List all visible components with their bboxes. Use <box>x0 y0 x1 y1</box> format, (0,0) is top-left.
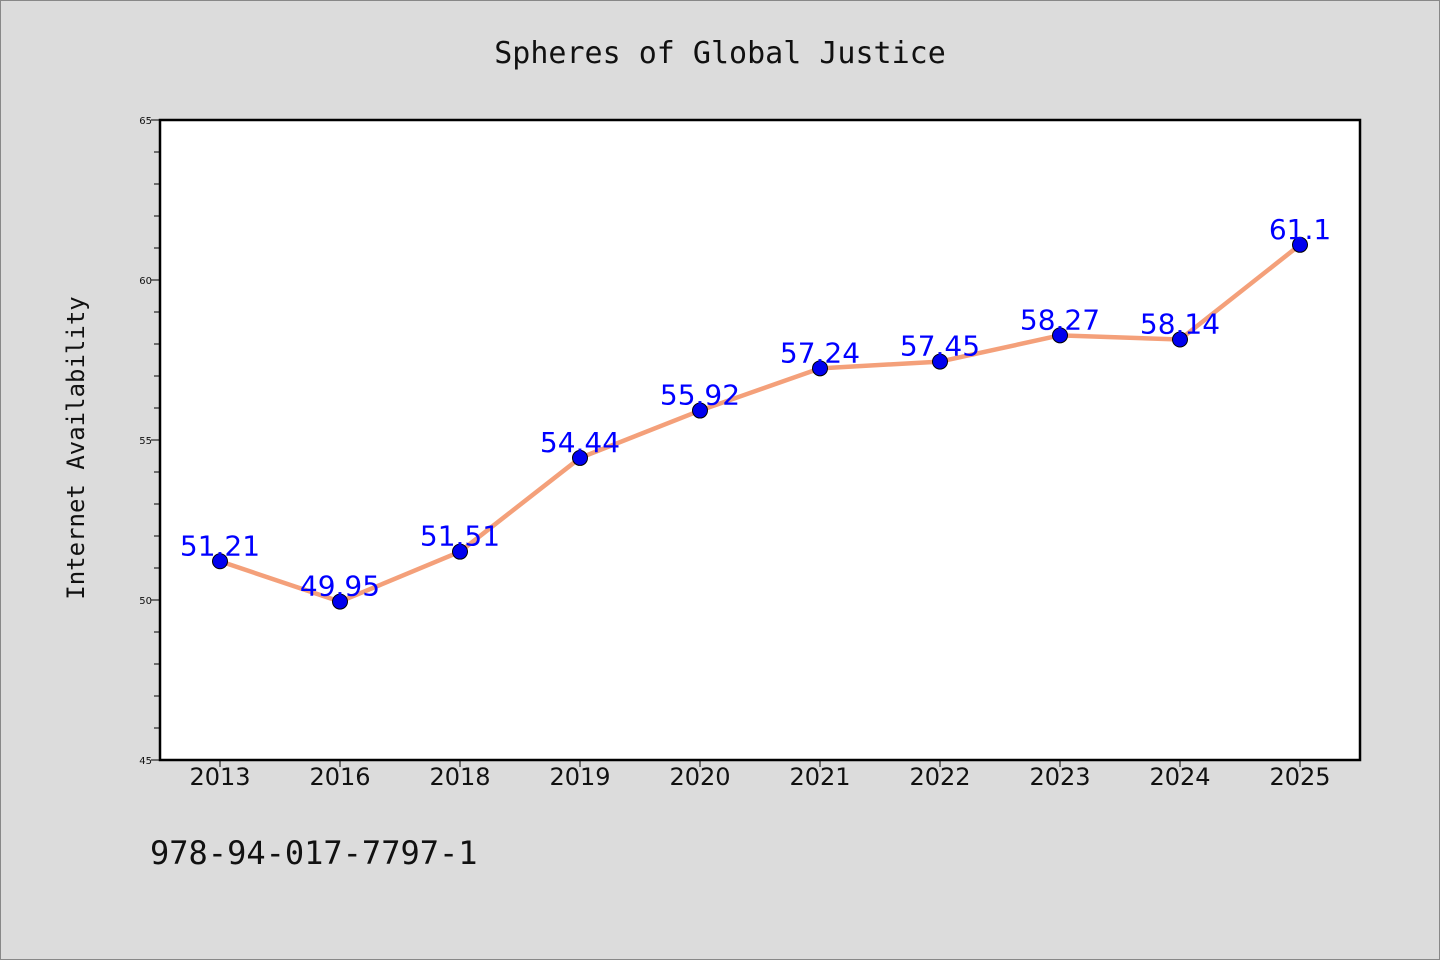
series-line <box>217 242 1303 604</box>
series-group: 51.21 49.95 51.51 54.44 55.92 57.24 57.45 58.27… <box>180 213 1331 610</box>
data-point <box>1292 236 1308 253</box>
y-tick-label: 65 <box>139 116 152 127</box>
plot-area <box>160 120 1360 760</box>
x-tick-label: 2023 <box>1029 763 1090 791</box>
data-point <box>212 553 228 570</box>
plot-frame <box>158 118 1362 762</box>
y-tick-label: 45 <box>139 756 152 767</box>
y-tick-label: 55 <box>139 436 152 447</box>
data-point <box>932 353 948 370</box>
data-point <box>692 402 708 419</box>
x-tick-label: 2022 <box>909 763 970 791</box>
x-tick-label: 2016 <box>309 763 370 791</box>
data-label: 61.1 <box>1269 213 1331 246</box>
x-tick-label: 2025 <box>1269 763 1330 791</box>
data-label: 58.14 <box>1140 308 1220 341</box>
data-label: 51.51 <box>420 520 500 553</box>
data-point <box>1052 327 1068 344</box>
data-label: 54.44 <box>540 426 620 459</box>
data-point <box>1172 331 1188 348</box>
x-tick-label: 2024 <box>1149 763 1210 791</box>
data-label: 51.21 <box>180 529 260 562</box>
data-label: 55.92 <box>660 379 740 412</box>
footer-isbn: 978-94-017-7797-1 <box>150 834 478 872</box>
y-axis-label: Internet Availability <box>62 296 90 599</box>
data-point <box>452 543 468 560</box>
data-point <box>812 360 828 377</box>
data-label: 49.95 <box>300 570 380 603</box>
x-tick-label: 2019 <box>549 763 610 791</box>
y-tick-label: 50 <box>139 596 152 607</box>
data-label: 58.27 <box>1020 303 1100 336</box>
data-label: 57.45 <box>900 330 980 363</box>
chart-title: Spheres of Global Justice <box>494 36 946 71</box>
x-axis-ticks: 2013 2016 2018 2019 2020 2021 2022 2023 2024 2025 <box>189 760 1331 791</box>
x-tick-label: 2020 <box>669 763 730 791</box>
x-tick-label: 2013 <box>189 763 250 791</box>
data-point <box>572 449 588 466</box>
y-tick-label: 60 <box>139 276 152 287</box>
data-point <box>332 593 348 610</box>
data-label: 57.24 <box>780 336 860 369</box>
x-tick-label: 2018 <box>429 763 490 791</box>
x-tick-label: 2021 <box>789 763 850 791</box>
